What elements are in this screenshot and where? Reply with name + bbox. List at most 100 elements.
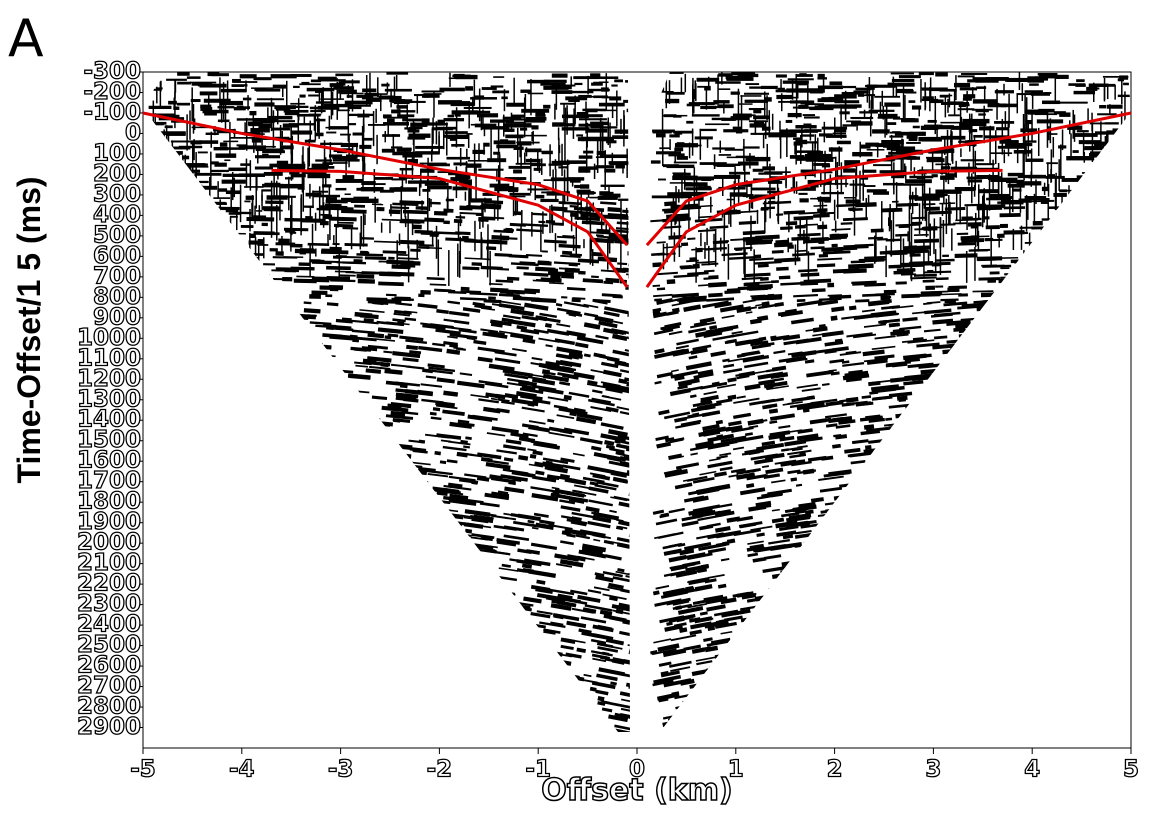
wiggle <box>596 673 618 682</box>
wiggle <box>303 606 316 610</box>
wiggle <box>257 580 275 585</box>
wiggle <box>1007 533 1033 539</box>
wiggle <box>628 685 630 693</box>
wiggle <box>303 411 323 417</box>
wiggle <box>510 513 522 518</box>
wiggle <box>171 564 190 569</box>
wiggle <box>672 349 700 357</box>
wiggle <box>533 512 549 518</box>
wiggle <box>817 257 843 261</box>
wiggle <box>402 515 430 520</box>
wiggle <box>295 598 324 605</box>
wiggle <box>962 544 975 550</box>
wiggle <box>1119 637 1131 642</box>
wiggle <box>278 356 293 360</box>
wiggle <box>1074 551 1099 556</box>
wiggle <box>625 286 630 292</box>
wiggle <box>309 569 324 573</box>
wiggle <box>414 514 430 520</box>
wiggle <box>697 701 717 707</box>
wiggle <box>961 238 985 243</box>
wiggle <box>576 412 603 422</box>
wiggle <box>384 88 412 92</box>
wiggle <box>380 574 396 578</box>
wiggle <box>252 117 278 122</box>
wiggle <box>990 465 1006 469</box>
wiggle <box>824 625 834 631</box>
wiggle <box>267 396 278 399</box>
wiggle <box>223 297 246 302</box>
wiggle <box>325 126 338 129</box>
wiggle <box>594 315 614 324</box>
wiggle <box>1035 541 1057 547</box>
wiggle <box>240 438 261 442</box>
wiggle <box>744 194 754 197</box>
wiggle <box>469 198 492 203</box>
wiggle <box>240 163 251 166</box>
wiggle <box>652 262 662 268</box>
wiggle <box>323 540 342 546</box>
wiggle <box>702 300 729 309</box>
wiggle <box>961 661 976 665</box>
wiggle <box>172 366 198 371</box>
wiggle <box>1082 632 1111 637</box>
wiggle <box>454 715 472 722</box>
wiggle <box>893 444 919 451</box>
wiggle <box>431 128 434 155</box>
wiggle <box>872 537 883 542</box>
wiggle <box>560 429 573 434</box>
wiggle <box>254 711 279 716</box>
wiggle <box>964 666 980 672</box>
wiggle <box>628 648 630 655</box>
wiggle <box>516 559 542 567</box>
wiggle <box>174 448 185 452</box>
wiggle <box>469 179 471 210</box>
wiggle <box>1113 508 1125 513</box>
wiggle <box>203 456 220 461</box>
wiggle <box>350 198 379 203</box>
wiggle <box>290 226 292 252</box>
wiggle <box>219 492 247 495</box>
wiggle <box>592 534 606 539</box>
wiggle <box>744 383 761 391</box>
wiggle <box>915 695 932 700</box>
wiggle <box>555 303 563 307</box>
wiggle <box>502 468 529 475</box>
wiggle <box>146 545 172 549</box>
wiggle <box>559 377 568 382</box>
wiggle <box>909 477 922 483</box>
wiggle <box>485 382 509 389</box>
wiggle <box>561 596 581 604</box>
wiggle <box>335 402 347 407</box>
wiggle <box>880 450 907 457</box>
wiggle <box>688 355 698 360</box>
wiggle <box>467 134 470 148</box>
wiggle <box>496 575 518 582</box>
wiggle <box>686 571 697 576</box>
wiggle <box>266 551 283 555</box>
wiggle <box>687 602 707 609</box>
wiggle <box>215 357 227 360</box>
wiggle <box>344 458 361 464</box>
wiggle <box>1076 665 1100 669</box>
wiggle <box>931 708 955 715</box>
wiggle <box>840 222 853 225</box>
wiggle <box>957 635 970 639</box>
wiggle <box>232 78 241 83</box>
wiggle <box>173 166 176 182</box>
wiggle <box>410 100 426 103</box>
wiggle <box>863 615 890 624</box>
wiggle <box>421 398 444 404</box>
wiggle <box>473 599 483 605</box>
wiggle <box>333 235 335 245</box>
wiggle <box>715 419 724 425</box>
wiggle <box>730 706 745 713</box>
wiggle <box>485 658 497 664</box>
wiggle <box>774 301 785 307</box>
wiggle <box>447 491 464 496</box>
wiggle <box>497 152 499 163</box>
wiggle <box>842 124 857 127</box>
wiggle <box>228 470 244 474</box>
wiggle <box>729 256 754 260</box>
wiggle <box>535 470 545 476</box>
